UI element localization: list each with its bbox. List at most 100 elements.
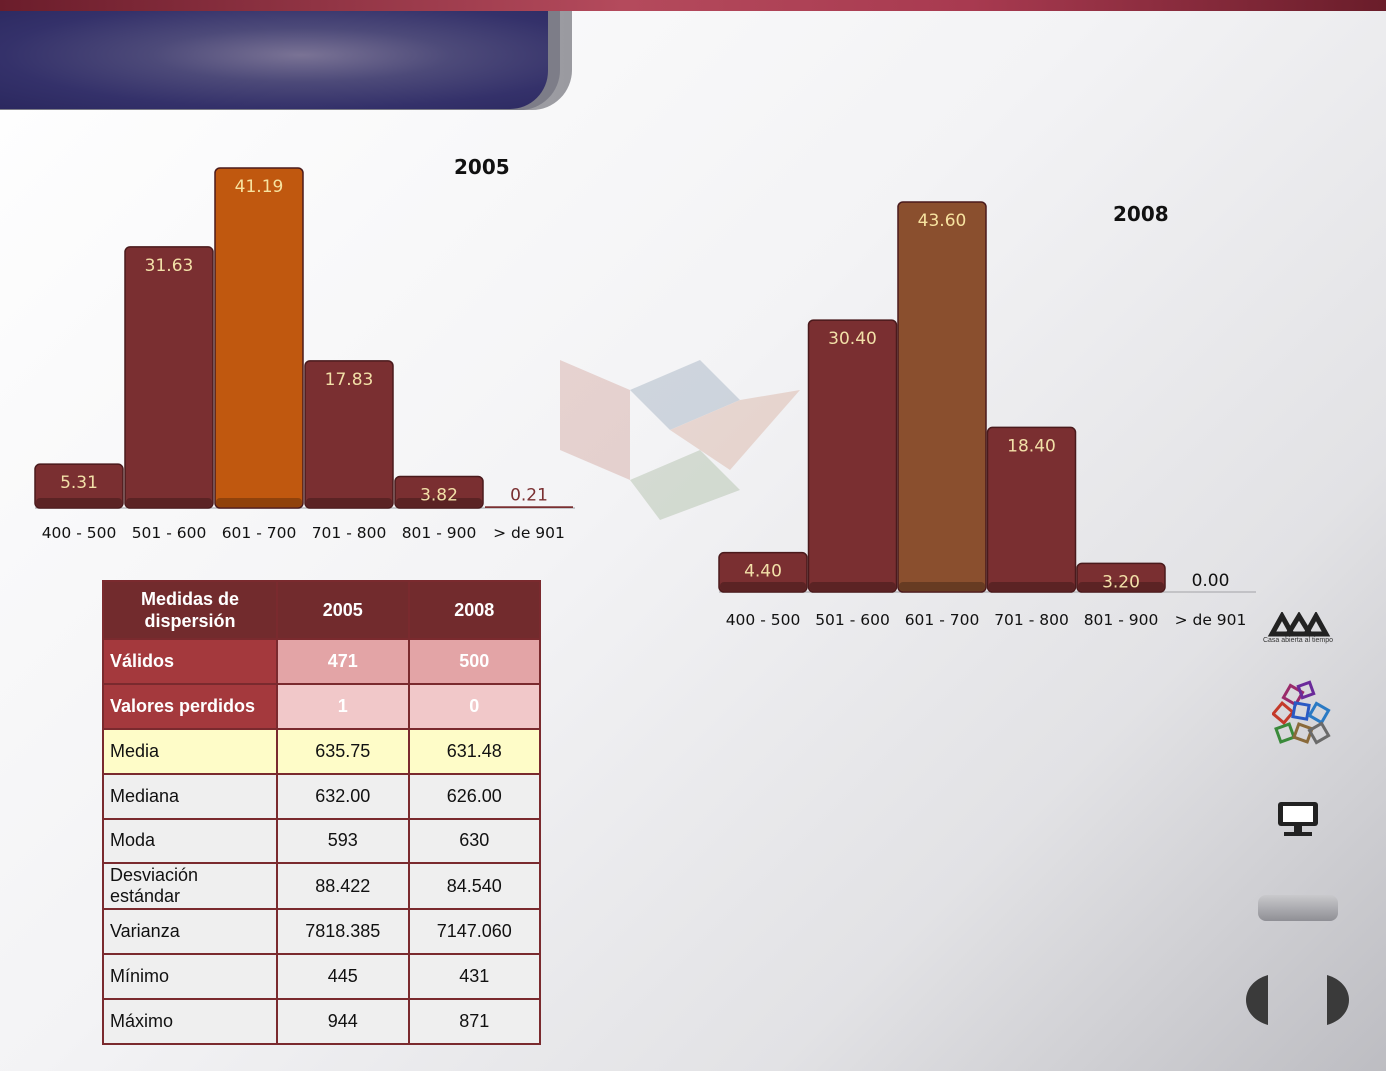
top-accent-bar	[0, 0, 1386, 11]
table-body: Válidos 471 500 Valores perdidos 1 0 Media 635.…	[102, 638, 541, 1045]
data-label-2: 41.19	[235, 177, 284, 197]
data-label-4: 3.82	[420, 485, 458, 505]
table-row: Varianza 7818.385 7147.060	[102, 908, 541, 956]
row-label: Varianza	[102, 908, 278, 956]
bar-2-shade	[899, 582, 985, 591]
bar-2	[897, 201, 987, 593]
data-label-2: 43.60	[918, 211, 967, 231]
bar-0-shade	[720, 582, 806, 591]
bar-3-shade	[306, 498, 392, 507]
tick-label-0: 400 - 500	[726, 611, 801, 629]
table-row: Media 635.75 631.48	[102, 727, 541, 775]
tick-label-3: 701 - 800	[312, 524, 387, 542]
data-label-5: 0.00	[1192, 571, 1230, 591]
cell-2005: 471	[276, 638, 410, 685]
bar-2-shade	[216, 498, 302, 507]
prev-arrow-icon[interactable]	[1246, 975, 1268, 1025]
tick-label-5: > de 901	[493, 524, 565, 542]
tick-label-5: > de 901	[1175, 611, 1247, 629]
row-label: Máximo	[102, 998, 278, 1045]
bar-3	[304, 360, 394, 509]
row-label: Desviación estándar	[102, 862, 278, 911]
bar-3-shade	[988, 582, 1075, 591]
tick-label-2: 601 - 700	[905, 611, 980, 629]
tick-label-0: 400 - 500	[42, 524, 117, 542]
table-row: Mediana 632.00 626.00	[102, 772, 541, 820]
cell-2005: 632.00	[276, 772, 410, 820]
table-row: Moda 593 630	[102, 817, 541, 865]
bar-1-shade	[809, 582, 896, 591]
next-arrow-icon[interactable]	[1327, 975, 1349, 1025]
tick-label-1: 501 - 600	[132, 524, 207, 542]
bar-4	[1076, 562, 1166, 593]
cell-2008: 7147.060	[407, 908, 541, 956]
data-label-1: 31.63	[145, 256, 194, 276]
table-row: Valores perdidos 1 0	[102, 682, 541, 730]
data-label-1: 30.40	[828, 329, 877, 349]
bar-4	[394, 475, 484, 509]
header-col-2005: 2005	[276, 580, 410, 640]
chart-title: 2008	[1113, 202, 1169, 226]
data-label-5: 0.21	[510, 485, 548, 505]
cell-2008: 631.48	[407, 727, 541, 775]
cell-2005: 88.422	[276, 862, 410, 911]
cell-2008: 871	[407, 998, 541, 1045]
tick-label-4: 801 - 900	[1084, 611, 1159, 629]
colored-boxes-logo-icon[interactable]	[1272, 680, 1332, 750]
table-header-row: Medidas de dispersión 2005 2008	[102, 580, 541, 640]
bar-1	[124, 246, 214, 509]
tick-label-3: 701 - 800	[994, 611, 1069, 629]
chart-2008-svg: 4.40 400 - 500 30.40 501 - 600 43.60 601 - 70…	[718, 201, 1256, 629]
monitor-icon[interactable]	[1276, 800, 1320, 838]
logo-caption: Casa abierta al tiempo	[1262, 637, 1334, 644]
row-label: Moda	[102, 817, 278, 865]
tick-label-4: 801 - 900	[402, 524, 477, 542]
uam-logo-icon[interactable]	[1266, 612, 1332, 650]
tick-label-2: 601 - 700	[222, 524, 297, 542]
data-label-3: 17.83	[325, 370, 374, 390]
table-row: Válidos 471 500	[102, 638, 541, 685]
cell-2005: 1	[276, 682, 410, 730]
bar-4-shade	[1078, 582, 1164, 591]
chart-2005-svg: 5.31 400 - 500 31.63 501 - 600 41.19 601 - 70…	[34, 167, 575, 542]
home-pill-button[interactable]	[1258, 895, 1338, 921]
cell-2008: 84.540	[407, 862, 541, 911]
cell-2005: 445	[276, 953, 410, 1001]
bar-1	[807, 319, 898, 593]
chart-title: 2005	[454, 155, 510, 179]
data-label-4: 3.20	[1102, 572, 1140, 592]
bar-1-shade	[126, 498, 212, 507]
bar-5	[485, 506, 573, 508]
bar-0-shade	[36, 498, 122, 507]
tick-label-1: 501 - 600	[815, 611, 890, 629]
data-label-0: 4.40	[744, 562, 782, 582]
header-col-2008: 2008	[407, 580, 541, 640]
cell-2005: 7818.385	[276, 908, 410, 956]
bar-0	[718, 551, 808, 593]
cell-2008: 0	[407, 682, 541, 730]
title-panel	[0, 11, 548, 109]
header-label: Medidas de dispersión	[102, 580, 278, 640]
cell-2005: 635.75	[276, 727, 410, 775]
row-label: Media	[102, 727, 278, 775]
cell-2008: 630	[407, 817, 541, 865]
table-row: Mínimo 445 431	[102, 953, 541, 1001]
row-label: Valores perdidos	[102, 682, 278, 730]
row-label: Válidos	[102, 638, 278, 685]
table-row: Máximo 944 871	[102, 998, 541, 1045]
row-label: Mediana	[102, 772, 278, 820]
dispersion-stats-table: Medidas de dispersión 2005 2008 Válidos 4…	[102, 580, 541, 1045]
cell-2008: 500	[407, 638, 541, 685]
cell-2005: 944	[276, 998, 410, 1045]
data-label-0: 5.31	[60, 473, 98, 493]
data-label-3: 18.40	[1007, 436, 1056, 456]
chart-2008: 2008 4.40 400 - 500 30.40 501 - 600 43.60 601…	[714, 190, 1274, 640]
watermark-logo-icon	[560, 360, 800, 520]
bar-4-shade	[396, 498, 482, 507]
cell-2005: 593	[276, 817, 410, 865]
bar-2	[214, 167, 304, 509]
row-label: Mínimo	[102, 953, 278, 1001]
cell-2008: 431	[407, 953, 541, 1001]
table-row: Desviación estándar 88.422 84.540	[102, 862, 541, 911]
chart-2005: 2005 5.31 400 - 500 31.63 501 - 600 41.19 601…	[30, 150, 590, 550]
